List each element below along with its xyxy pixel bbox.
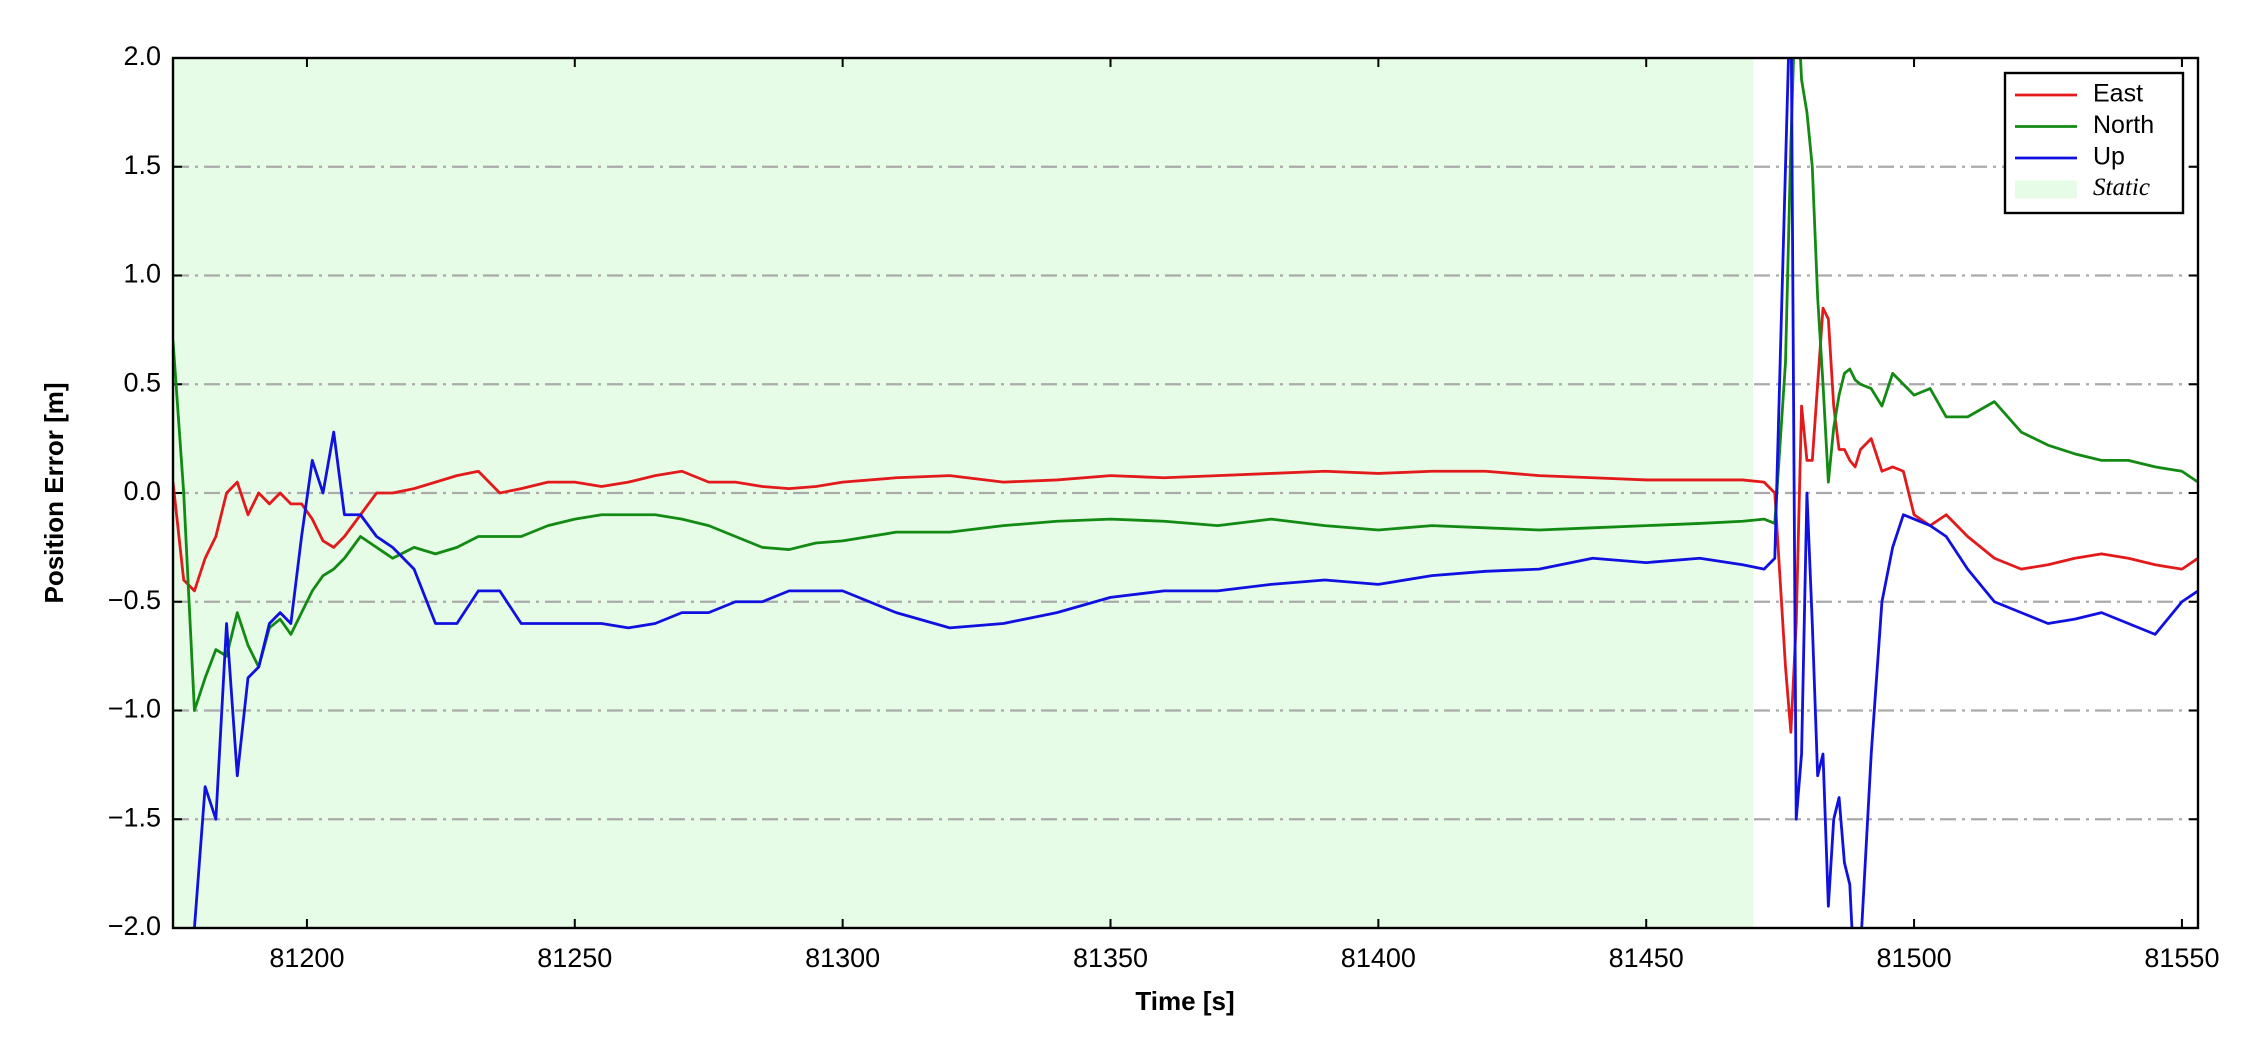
y-tick-label: 0.5 xyxy=(123,367,161,397)
y-tick-label: 1.5 xyxy=(123,150,161,180)
legend-swatch xyxy=(2015,180,2077,199)
y-axis-label: Position Error [m] xyxy=(39,382,69,603)
y-tick-label: −0.5 xyxy=(108,585,161,615)
legend-label: North xyxy=(2093,111,2154,139)
series-line xyxy=(173,306,2198,734)
x-tick-label: 81400 xyxy=(1341,943,1416,973)
x-axis-label: Time [s] xyxy=(1135,986,1234,1016)
x-tick-label: 81350 xyxy=(1073,943,1148,973)
legend-label: Static xyxy=(2093,174,2150,201)
y-tick-label: 0.0 xyxy=(123,476,161,506)
x-tick-label: 81200 xyxy=(269,943,344,973)
y-tick-label: −2.0 xyxy=(108,911,161,941)
x-tick-label: 81250 xyxy=(537,943,612,973)
plot-lines xyxy=(173,58,2198,928)
series-line xyxy=(173,58,2198,712)
y-tick-label: 1.0 xyxy=(123,259,161,289)
y-tick-label: −1.0 xyxy=(108,694,161,724)
y-tick-label: −1.5 xyxy=(108,802,161,832)
legend-label: East xyxy=(2093,80,2143,108)
series-line xyxy=(193,58,2198,928)
plot-frame xyxy=(171,56,2200,930)
y-tick-label: 2.0 xyxy=(123,41,161,71)
legend-label: Up xyxy=(2093,143,2125,171)
x-tick-label: 81500 xyxy=(1877,943,1952,973)
x-tick-label: 81450 xyxy=(1609,943,1684,973)
x-tick-label: 81300 xyxy=(805,943,880,973)
x-tick-label: 81550 xyxy=(2144,943,2219,973)
